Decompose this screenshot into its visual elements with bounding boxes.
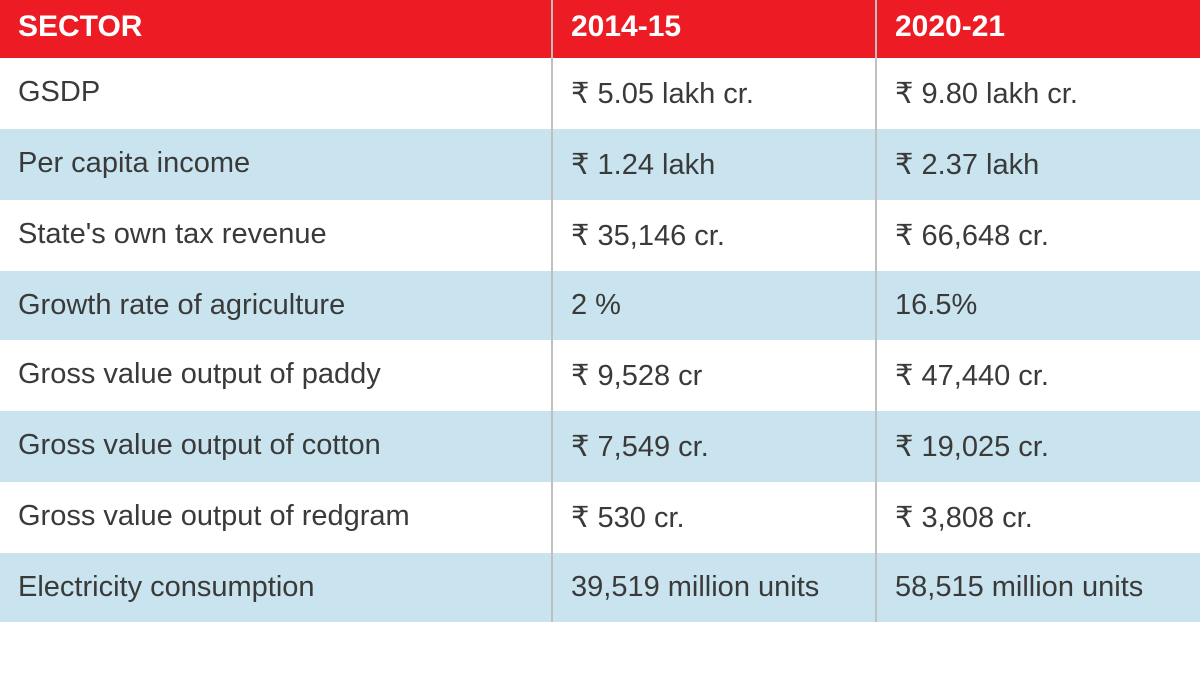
- cell-year1: ₹ 5.05 lakh cr.: [552, 58, 876, 129]
- data-table: SECTOR 2014-15 2020-21 GSDP ₹ 5.05 lakh …: [0, 0, 1200, 622]
- cell-year1: ₹ 1.24 lakh: [552, 129, 876, 200]
- cell-year2: ₹ 9.80 lakh cr.: [876, 58, 1200, 129]
- cell-year2: 58,515 million units: [876, 553, 1200, 622]
- table-row: Growth rate of agriculture 2 % 16.5%: [0, 271, 1200, 340]
- header-year2: 2020-21: [876, 0, 1200, 58]
- table-row: State's own tax revenue ₹ 35,146 cr. ₹ 6…: [0, 200, 1200, 271]
- table-row: Gross value output of paddy ₹ 9,528 cr ₹…: [0, 340, 1200, 411]
- cell-year1: 2 %: [552, 271, 876, 340]
- table-row: Per capita income ₹ 1.24 lakh ₹ 2.37 lak…: [0, 129, 1200, 200]
- cell-sector: Electricity consumption: [0, 553, 552, 622]
- cell-sector: Gross value output of cotton: [0, 411, 552, 482]
- cell-sector: State's own tax revenue: [0, 200, 552, 271]
- cell-year2: ₹ 19,025 cr.: [876, 411, 1200, 482]
- cell-sector: Gross value output of paddy: [0, 340, 552, 411]
- cell-year2: ₹ 2.37 lakh: [876, 129, 1200, 200]
- table-row: Gross value output of cotton ₹ 7,549 cr.…: [0, 411, 1200, 482]
- cell-year2: ₹ 47,440 cr.: [876, 340, 1200, 411]
- cell-sector: GSDP: [0, 58, 552, 129]
- cell-year1: ₹ 9,528 cr: [552, 340, 876, 411]
- table-row: Electricity consumption 39,519 million u…: [0, 553, 1200, 622]
- cell-year1: ₹ 7,549 cr.: [552, 411, 876, 482]
- header-year1: 2014-15: [552, 0, 876, 58]
- cell-sector: Gross value output of redgram: [0, 482, 552, 553]
- cell-year1: ₹ 35,146 cr.: [552, 200, 876, 271]
- cell-year2: 16.5%: [876, 271, 1200, 340]
- cell-year1: ₹ 530 cr.: [552, 482, 876, 553]
- cell-year2: ₹ 66,648 cr.: [876, 200, 1200, 271]
- cell-sector: Per capita income: [0, 129, 552, 200]
- table-row: GSDP ₹ 5.05 lakh cr. ₹ 9.80 lakh cr.: [0, 58, 1200, 129]
- header-sector: SECTOR: [0, 0, 552, 58]
- cell-year2: ₹ 3,808 cr.: [876, 482, 1200, 553]
- table-row: Gross value output of redgram ₹ 530 cr. …: [0, 482, 1200, 553]
- cell-year1: 39,519 million units: [552, 553, 876, 622]
- table-header-row: SECTOR 2014-15 2020-21: [0, 0, 1200, 58]
- cell-sector: Growth rate of agriculture: [0, 271, 552, 340]
